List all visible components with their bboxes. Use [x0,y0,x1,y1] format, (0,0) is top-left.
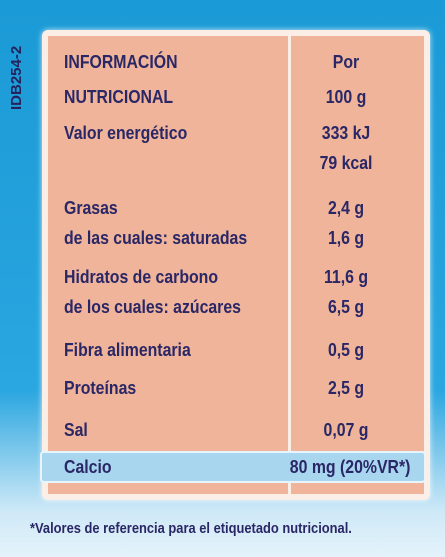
nutrient-value: 1,6 g [327,228,365,248]
nutrient-label: Grasas [64,198,118,218]
nutrient-label: Sal [64,420,88,440]
row-highlight [40,451,426,483]
nutrient-label: Proteínas [64,378,137,398]
nutrient-label: Valor energético [64,123,188,143]
nutrient-value: 6,5 g [327,297,365,317]
footnote: *Valores de referencia para el etiquetad… [30,520,352,537]
nutrient-value: 2,4 g [327,198,365,218]
nutrition-panel [42,30,430,500]
header-label: INFORMACIÓN [64,52,178,72]
nutrient-value: 0,07 g [323,420,369,440]
header-per: 100 g [325,87,367,107]
nutrient-label: Calcio [64,457,112,477]
nutrient-value: 79 kcal [319,153,373,173]
nutrient-value: 2,5 g [327,378,365,398]
nutrient-label: Fibra alimentaria [64,340,191,360]
nutrient-value: 11,6 g [323,267,369,287]
nutrient-value: 0,5 g [327,340,365,360]
header-per: Por [332,52,360,72]
nutrient-value: 333 kJ [321,123,371,143]
column-divider [288,36,291,494]
nutrient-label: de los cuales: azúcares [64,297,241,317]
nutrient-label: de las cuales: saturadas [64,228,248,248]
side-code: IDB254-2 [8,45,25,110]
nutrient-label: Hidratos de carbono [64,267,219,287]
header-label: NUTRICIONAL [64,87,174,107]
nutrient-value: 80 mg (20%VR*) [289,457,411,477]
